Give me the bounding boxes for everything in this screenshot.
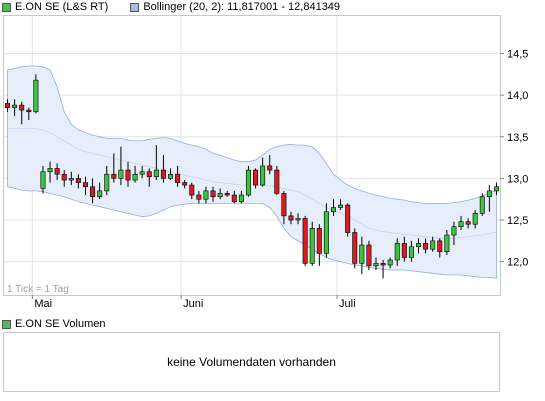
candle-body (76, 178, 80, 182)
candle-body (374, 263, 378, 265)
candle-body (409, 247, 413, 258)
candle (367, 241, 371, 270)
candle-body (459, 222, 463, 227)
candle-body (388, 260, 392, 265)
candle (324, 203, 328, 257)
candle-body (289, 216, 293, 220)
candle-body (97, 191, 101, 197)
candle-body (55, 168, 59, 174)
x-tick-label: Mai (34, 298, 52, 310)
candle-body (225, 193, 229, 195)
candle (480, 193, 484, 215)
price-chart: 14,5 14,0 13,5 13,0 12,5 12,0 Mai Juni Juli 1 T… (0, 0, 545, 310)
candle-body (239, 195, 243, 202)
candle-body (20, 105, 24, 110)
y-tick-label: 12,5 (507, 215, 528, 227)
candle-body (466, 222, 470, 224)
y-tick-label: 14,0 (507, 90, 528, 102)
candle-body (69, 178, 73, 180)
legend-swatch-volume (2, 320, 11, 329)
x-axis: Mai Juni Juli (32, 295, 355, 310)
candle-body (445, 235, 449, 252)
candle (353, 228, 357, 268)
candle-body (154, 170, 158, 177)
candle-body (260, 166, 264, 185)
candle-body (5, 103, 9, 107)
candle-body (90, 187, 94, 197)
candle-body (105, 174, 109, 191)
candle (303, 216, 307, 266)
candle-body (140, 172, 144, 174)
candle-body (317, 228, 321, 253)
tick-note: 1 Tick = 1 Tag (7, 284, 69, 295)
volume-empty-message: keine Volumendaten vorhanden (4, 355, 499, 369)
candle-body (204, 191, 208, 199)
candle-body (353, 233, 357, 264)
candle-body (473, 213, 477, 224)
candle-body (310, 228, 314, 263)
candle-body (168, 174, 172, 178)
candle-body (438, 241, 442, 252)
candle-body (487, 191, 491, 197)
candle-body (34, 80, 38, 112)
candle-body (197, 195, 201, 199)
candle-body (367, 245, 371, 266)
candle-body (268, 166, 272, 170)
volume-panel: keine Volumendaten vorhanden (3, 332, 500, 392)
candle-body (112, 174, 116, 178)
candle-body (246, 170, 250, 195)
y-tick-label: 12,0 (507, 257, 528, 269)
y-axis: 14,5 14,0 13,5 13,0 12,5 12,0 (500, 48, 528, 268)
candle-body (147, 172, 151, 177)
candle-body (41, 172, 45, 189)
y-tick-label: 13,0 (507, 173, 528, 185)
candle (345, 203, 349, 236)
candle-body (126, 170, 130, 180)
candle-body (494, 187, 498, 191)
candle (246, 166, 250, 197)
candle-body (480, 197, 484, 214)
candle-body (275, 170, 279, 193)
candle-body (161, 170, 165, 178)
x-tick-label: Juni (183, 298, 203, 310)
candle-body (232, 195, 236, 202)
candle-body (324, 212, 328, 254)
candle (34, 74, 38, 113)
candle-body (423, 243, 427, 249)
candle-body (253, 170, 257, 185)
candle-body (402, 243, 406, 257)
legend-item-volume: E.ON SE Volumen (0, 317, 106, 331)
candle-body (12, 105, 16, 107)
candle-body (430, 241, 434, 249)
candle-body (416, 243, 420, 246)
candle-body (190, 185, 194, 195)
candle-body (381, 263, 385, 265)
candle-body (211, 191, 215, 197)
candle-body (395, 243, 399, 260)
volume-legend: E.ON SE Volumen (0, 317, 126, 331)
candle-body (48, 168, 52, 171)
y-tick-label: 13,5 (507, 132, 528, 144)
candle-body (338, 205, 342, 207)
candle (310, 222, 314, 266)
candle-body (452, 227, 456, 235)
candle-body (218, 193, 222, 196)
candle-body (303, 218, 307, 263)
candle-body (360, 245, 364, 263)
x-tick-label: Juli (339, 298, 356, 310)
candle-body (119, 170, 123, 178)
candle-body (331, 208, 335, 212)
candle-body (282, 193, 286, 215)
candle-body (345, 205, 349, 232)
candle-body (182, 183, 186, 185)
candle-body (175, 174, 179, 182)
candle-body (83, 183, 87, 187)
candle-body (27, 110, 31, 112)
candle (275, 166, 279, 195)
y-tick-label: 14,5 (507, 48, 528, 60)
candle-body (296, 218, 300, 220)
candle-body (133, 174, 137, 180)
candle-body (62, 174, 66, 180)
legend-label-volume: E.ON SE Volumen (15, 317, 106, 331)
